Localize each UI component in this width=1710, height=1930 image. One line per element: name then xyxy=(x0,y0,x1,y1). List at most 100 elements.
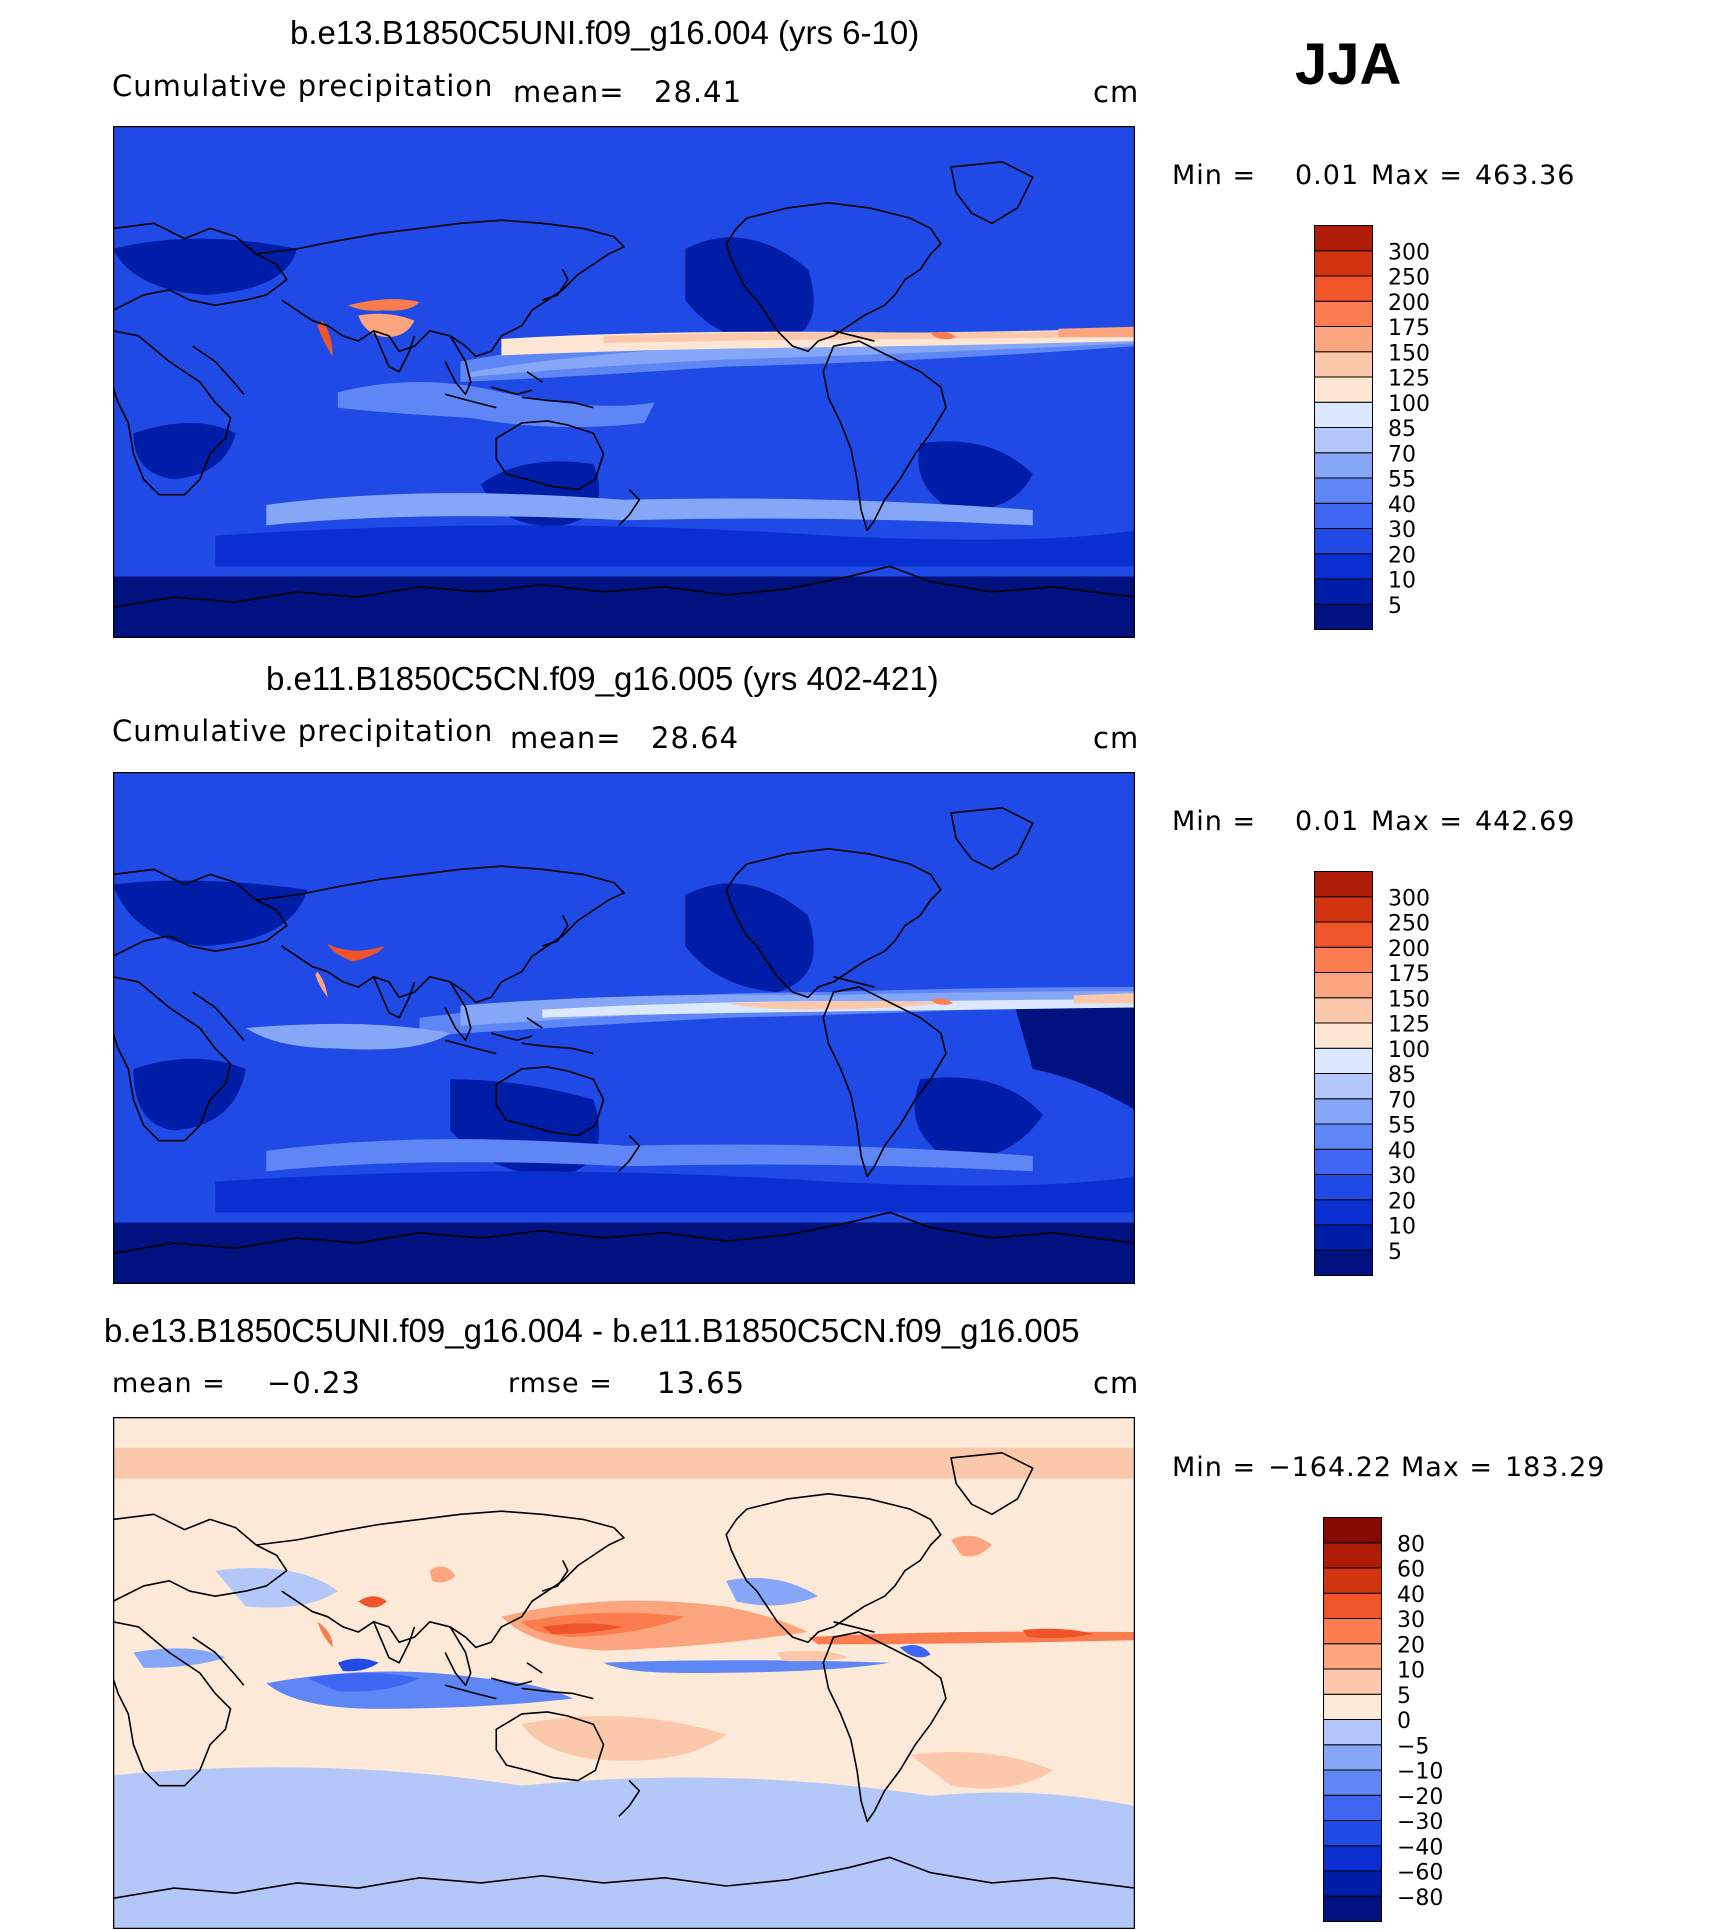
colorbar-box-3 xyxy=(1323,1820,1382,1847)
colorbar-label-14: 80 xyxy=(1397,1532,1425,1557)
field-contour-0 xyxy=(113,576,1135,638)
field-contour-9 xyxy=(460,991,1135,1026)
coastline-0 xyxy=(113,869,287,956)
panel2-units: cm xyxy=(1093,721,1140,755)
colorbar-box-4 xyxy=(1314,1148,1373,1175)
colorbar-box-12 xyxy=(1323,1592,1382,1619)
panel1-min-value: 0.01 xyxy=(1295,160,1360,191)
map-canvas xyxy=(113,126,1135,638)
coastline-3 xyxy=(256,866,624,1002)
colorbar-box-11 xyxy=(1314,326,1373,353)
coastline-12 xyxy=(823,987,946,1176)
coastline-10 xyxy=(726,849,941,997)
coastline-12 xyxy=(823,1632,946,1821)
coastline-0 xyxy=(113,1514,287,1601)
panel2-title: b.e11.B1850C5CN.f09_g16.005 (yrs 402-421… xyxy=(266,660,939,697)
field-contour-9 xyxy=(337,382,655,428)
colorbar-label-10: 20 xyxy=(1397,1633,1425,1658)
coastline-11 xyxy=(951,808,1033,869)
colorbar-label-13: 250 xyxy=(1388,266,1430,291)
field-contour-16 xyxy=(930,998,954,1005)
colorbar-label-6: 70 xyxy=(1388,442,1416,467)
colorbar-label-12: 40 xyxy=(1397,1583,1425,1608)
colorbar-box-10 xyxy=(1314,351,1373,378)
panel3-rmse-value: 13.65 xyxy=(657,1366,746,1400)
coastline-8 xyxy=(496,421,603,490)
colorbar-label-4: 40 xyxy=(1388,1139,1416,1164)
coastline-13 xyxy=(834,331,875,341)
colorbar-label-12: 200 xyxy=(1388,291,1430,316)
colorbar-label-1: 10 xyxy=(1388,569,1416,594)
panel3-min-label: Min = xyxy=(1172,1452,1257,1483)
colorbar-label-5: 55 xyxy=(1388,468,1416,493)
field-contour-4 xyxy=(133,1058,246,1131)
coastline-13 xyxy=(834,1622,875,1632)
field-contour-11 xyxy=(133,1648,226,1668)
colorbar-box-3 xyxy=(1314,528,1373,555)
coastline-8 xyxy=(496,1067,603,1136)
panel1-min-label: Min = xyxy=(1172,160,1257,191)
panel3-colorbar: −80 −60 −40 −30 −20 −10 −5 0 5 10 20 30 40 60 80 xyxy=(1323,1517,1483,1923)
panel3-mean-label: mean = xyxy=(112,1368,226,1399)
panel2-colorbar: 5 10 20 30 40 55 70 85 100 125 150 175 200 250 300 xyxy=(1314,871,1474,1277)
colorbar-label-7: 85 xyxy=(1388,1063,1416,1088)
field-contour-15 xyxy=(315,971,328,998)
colorbar-box-5 xyxy=(1314,477,1373,504)
colorbar-box-7 xyxy=(1314,427,1373,454)
colorbar-label-9: 125 xyxy=(1388,367,1430,392)
field-contour-17 xyxy=(1073,993,1135,1004)
field-contour-8 xyxy=(470,335,1135,377)
field-contour-16 xyxy=(1022,1628,1095,1639)
colorbar-box-4 xyxy=(1323,1794,1382,1821)
colorbar-label-4: −20 xyxy=(1397,1785,1443,1810)
colorbar-label-14: 300 xyxy=(1388,240,1430,265)
field-contour-14 xyxy=(327,944,384,962)
field-contour-20 xyxy=(429,1566,456,1583)
colorbar-box-2 xyxy=(1314,1199,1373,1226)
field-contour-16 xyxy=(930,331,957,340)
field-contour-10 xyxy=(899,1645,931,1658)
field-contour-3 xyxy=(914,1077,1044,1162)
panel2-min-label: Min = xyxy=(1172,806,1257,837)
map-canvas xyxy=(113,1417,1135,1929)
colorbar-label-13: 250 xyxy=(1388,912,1430,937)
colorbar-label-2: −40 xyxy=(1397,1835,1443,1860)
colorbar-box-5 xyxy=(1314,1123,1373,1150)
colorbar-box-13 xyxy=(1314,275,1373,302)
colorbar-label-11: 175 xyxy=(1388,316,1430,341)
field-contour-8 xyxy=(337,1658,379,1672)
coastline-4 xyxy=(374,1622,415,1663)
colorbar-label-10: 150 xyxy=(1388,341,1430,366)
coastline-10 xyxy=(726,203,941,351)
coastline-11 xyxy=(951,162,1033,223)
coastline-10 xyxy=(726,1494,941,1642)
field-contour-6 xyxy=(113,880,308,947)
colorbar-box-9 xyxy=(1314,1022,1373,1049)
panel1-units: cm xyxy=(1093,75,1140,109)
colorbar-box-13 xyxy=(1323,1567,1382,1594)
panel3-max-label: Max = xyxy=(1401,1452,1494,1483)
colorbar-box-10 xyxy=(1314,997,1373,1024)
field-contour-5 xyxy=(113,238,297,295)
coastline-1 xyxy=(113,977,231,1141)
panel3-units: cm xyxy=(1093,1366,1140,1400)
panel3-rmse-label: rmse = xyxy=(508,1368,613,1399)
panel2-min-value: 0.01 xyxy=(1295,806,1360,837)
colorbar-box-14 xyxy=(1314,250,1373,277)
map-canvas xyxy=(113,772,1135,1284)
coastline-3 xyxy=(256,1511,624,1647)
colorbar-label-3: −30 xyxy=(1397,1810,1443,1835)
coastline-4 xyxy=(374,977,415,1018)
field-contour-6 xyxy=(215,525,1135,567)
colorbar-box-2 xyxy=(1323,1845,1382,1872)
colorbar-label-5: 55 xyxy=(1388,1114,1416,1139)
colorbar-box-9 xyxy=(1323,1668,1382,1695)
panel1-max-label: Max = xyxy=(1371,160,1464,191)
field-contour-10 xyxy=(266,493,1033,526)
colorbar-box-7 xyxy=(1314,1073,1373,1100)
coastline-7 xyxy=(445,1018,593,1054)
field-contour-13 xyxy=(726,1001,952,1010)
colorbar-box-8 xyxy=(1314,401,1373,428)
coastline-7 xyxy=(445,372,593,408)
